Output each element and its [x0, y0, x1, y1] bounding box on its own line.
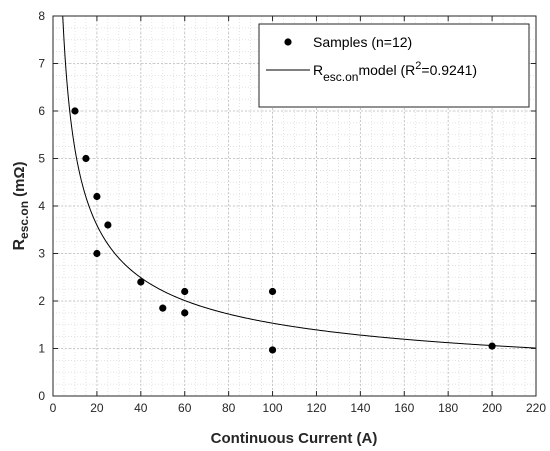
y-tick-label: 5 — [38, 152, 45, 166]
x-tick-label: 140 — [350, 401, 370, 415]
y-tick-label: 8 — [38, 9, 45, 23]
x-tick-label: 120 — [306, 401, 326, 415]
legend: Samples (n=12) Resc.onmodel (R2=0.9241) — [258, 23, 530, 108]
y-tick-label: 4 — [38, 199, 45, 213]
x-axis-title: Continuous Current (A) — [211, 430, 378, 447]
y-tick-label: 6 — [38, 104, 45, 118]
y-axis-title: Resc.on (mΩ) — [11, 161, 31, 250]
data-point — [181, 309, 189, 317]
data-point — [268, 346, 277, 354]
legend-model-mid: model (R — [358, 62, 415, 78]
data-point — [137, 278, 145, 286]
data-point — [82, 154, 90, 163]
y-axis-title-sub: esc.on — [17, 201, 31, 239]
legend-model-sup: 2 — [415, 60, 421, 72]
y-tick-label: 7 — [38, 57, 45, 71]
axis-ticks — [52, 15, 537, 397]
x-tick-label: 160 — [394, 401, 414, 415]
y-tick-label: 2 — [38, 294, 45, 308]
x-tick-label: 220 — [526, 401, 546, 415]
x-tick-label: 60 — [178, 401, 192, 415]
legend-model-r: R — [313, 62, 323, 78]
legend-model-tail: =0.9241) — [421, 62, 477, 78]
data-point — [268, 287, 277, 296]
x-tick-labels: 0 20 40 60 80 100 120 140 160 180 200 220 — [50, 401, 547, 415]
data-point — [104, 221, 112, 229]
data-point — [488, 342, 496, 350]
data-point — [93, 249, 101, 258]
data-point — [71, 107, 79, 115]
data-point — [159, 304, 167, 312]
y-tick-labels: 0 1 2 3 4 5 6 7 8 — [38, 9, 45, 403]
x-tick-label: 40 — [134, 401, 148, 415]
model-curve — [62, 15, 537, 349]
legend-label-samples: Samples (n=12) — [313, 34, 412, 50]
y-axis-title-unit: (mΩ) — [11, 161, 28, 201]
legend-box — [258, 23, 530, 108]
legend-label-model: Resc.onmodel (R2=0.9241) — [313, 60, 477, 84]
data-point — [93, 192, 101, 201]
x-tick-label: 20 — [90, 401, 104, 415]
y-tick-label: 3 — [38, 247, 45, 261]
data-point — [181, 287, 189, 296]
y-tick-label: 0 — [38, 389, 45, 403]
x-tick-label: 100 — [263, 401, 283, 415]
data-points — [71, 107, 496, 354]
legend-model-sub: esc.on — [323, 70, 358, 84]
y-axis-title-main: R — [11, 239, 28, 251]
x-tick-label: 200 — [482, 401, 502, 415]
y-tick-label: 1 — [38, 342, 45, 356]
x-tick-label: 180 — [438, 401, 458, 415]
x-tick-label: 80 — [222, 401, 236, 415]
legend-marker-samples — [284, 38, 292, 46]
x-tick-label: 0 — [50, 401, 57, 415]
